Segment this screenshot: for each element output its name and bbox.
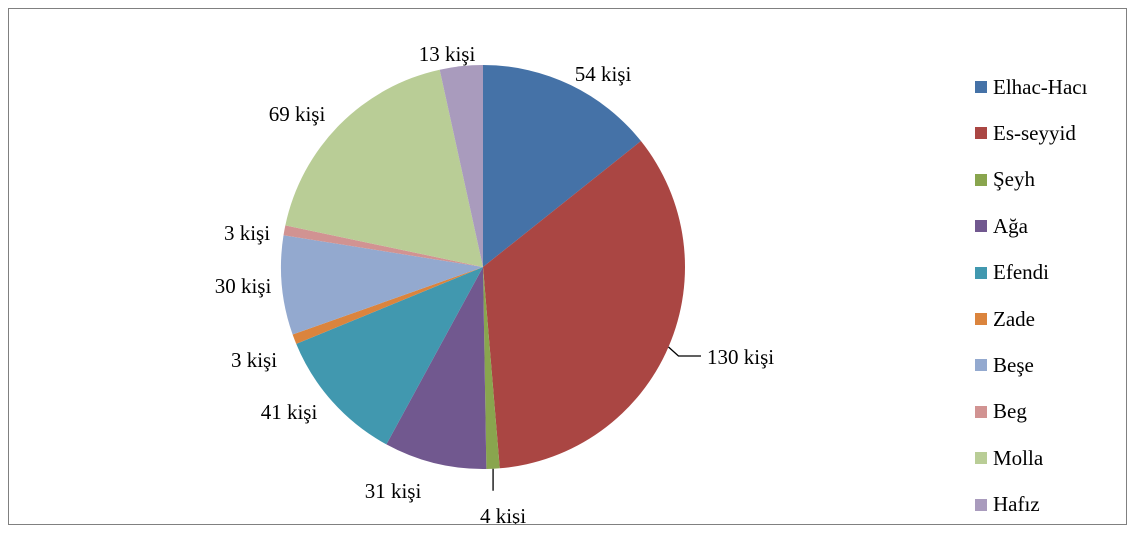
pie-slice-3 (483, 267, 500, 469)
pie-slice-8 (283, 225, 483, 267)
legend-swatch (975, 81, 987, 93)
legend-swatch (975, 498, 987, 511)
legend-label: Elhac-Hacı (993, 74, 1088, 99)
data-label-6: 3 kişi (231, 348, 277, 372)
pie-slice-10 (439, 65, 483, 267)
legend-swatch (975, 266, 987, 279)
legend-label: Molla (993, 445, 1044, 470)
legend-item: Beşe (975, 353, 1034, 377)
legend-label: Hafız (993, 492, 1040, 517)
legend-swatch (975, 405, 987, 418)
data-label-10: 13 kişi (419, 42, 476, 66)
legend-label: Beg (993, 399, 1027, 424)
pie-slice-5 (296, 267, 483, 445)
legend-item: Molla (975, 446, 1043, 470)
data-label-5: 41 kişi (261, 400, 318, 424)
leader-line-2 (668, 346, 702, 357)
pie-slice-6 (292, 267, 483, 344)
data-label-8: 3 kişi (224, 221, 270, 245)
legend-swatch (975, 173, 987, 186)
pie-slice-9 (285, 69, 483, 268)
legend-label: Efendi (993, 260, 1049, 285)
pie-slice-2 (483, 141, 685, 469)
legend-item: Efendi (975, 260, 1049, 285)
data-label-1: 54 kişi (575, 62, 632, 86)
legend-swatch (975, 359, 987, 372)
legend-item: Es-seyyid (975, 121, 1076, 145)
data-label-9: 69 kişi (269, 102, 326, 126)
chart-area: 54 kişi 130 kişi 4 kişi 31 kişi 41 kişi 3 kiş… (8, 8, 1127, 525)
pie-slice-1 (483, 65, 641, 267)
legend-label: Beşe (993, 352, 1034, 377)
legend-item: Şeyh (975, 167, 1035, 192)
legend-swatch (975, 313, 987, 325)
legend-item: Zade (975, 307, 1035, 331)
legend-label: Ağa (993, 213, 1028, 238)
legend-item: Elhac-Hacı (975, 75, 1087, 99)
legend-item: Beg (975, 399, 1027, 424)
legend-swatch (975, 452, 987, 465)
legend-swatch (975, 220, 987, 233)
legend-label: Es-seyyid (993, 120, 1076, 145)
legend-item: Hafız (975, 492, 1040, 517)
legend-label: Şeyh (993, 167, 1035, 192)
legend-label: Zade (993, 306, 1035, 331)
pie-chart: 54 kişi 130 kişi 4 kişi 31 kişi 41 kişi 3 kiş… (215, 42, 775, 524)
data-label-2: 130 kişi (707, 345, 774, 369)
pie-slice-4 (386, 267, 487, 469)
data-label-4: 31 kişi (365, 479, 422, 503)
data-label-7: 30 kişi (215, 274, 272, 298)
legend-item: Ağa (975, 214, 1028, 238)
legend-swatch (975, 127, 987, 140)
data-label-3: 4 kişi (480, 504, 526, 524)
pie-slice-7 (281, 235, 483, 335)
